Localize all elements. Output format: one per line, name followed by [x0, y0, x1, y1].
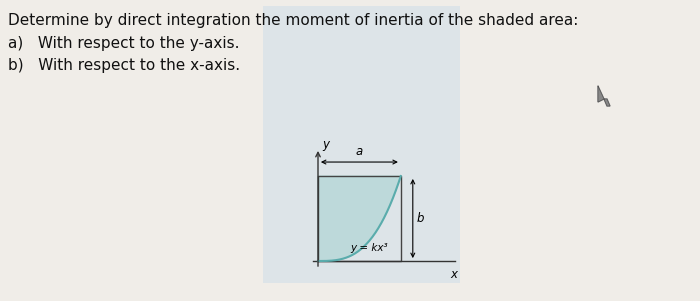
Text: y: y [322, 138, 329, 150]
Text: b)   With respect to the x-axis.: b) With respect to the x-axis. [8, 58, 240, 73]
FancyBboxPatch shape [263, 6, 460, 283]
Text: Determine by direct integration the moment of inertia of the shaded area:: Determine by direct integration the mome… [8, 13, 578, 28]
Text: x: x [450, 268, 457, 281]
Text: a)   With respect to the y-axis.: a) With respect to the y-axis. [8, 36, 239, 51]
Text: b: b [416, 212, 424, 225]
Text: y = kx³: y = kx³ [351, 243, 388, 253]
Polygon shape [318, 176, 401, 261]
Text: a: a [356, 145, 363, 158]
Polygon shape [598, 86, 610, 106]
